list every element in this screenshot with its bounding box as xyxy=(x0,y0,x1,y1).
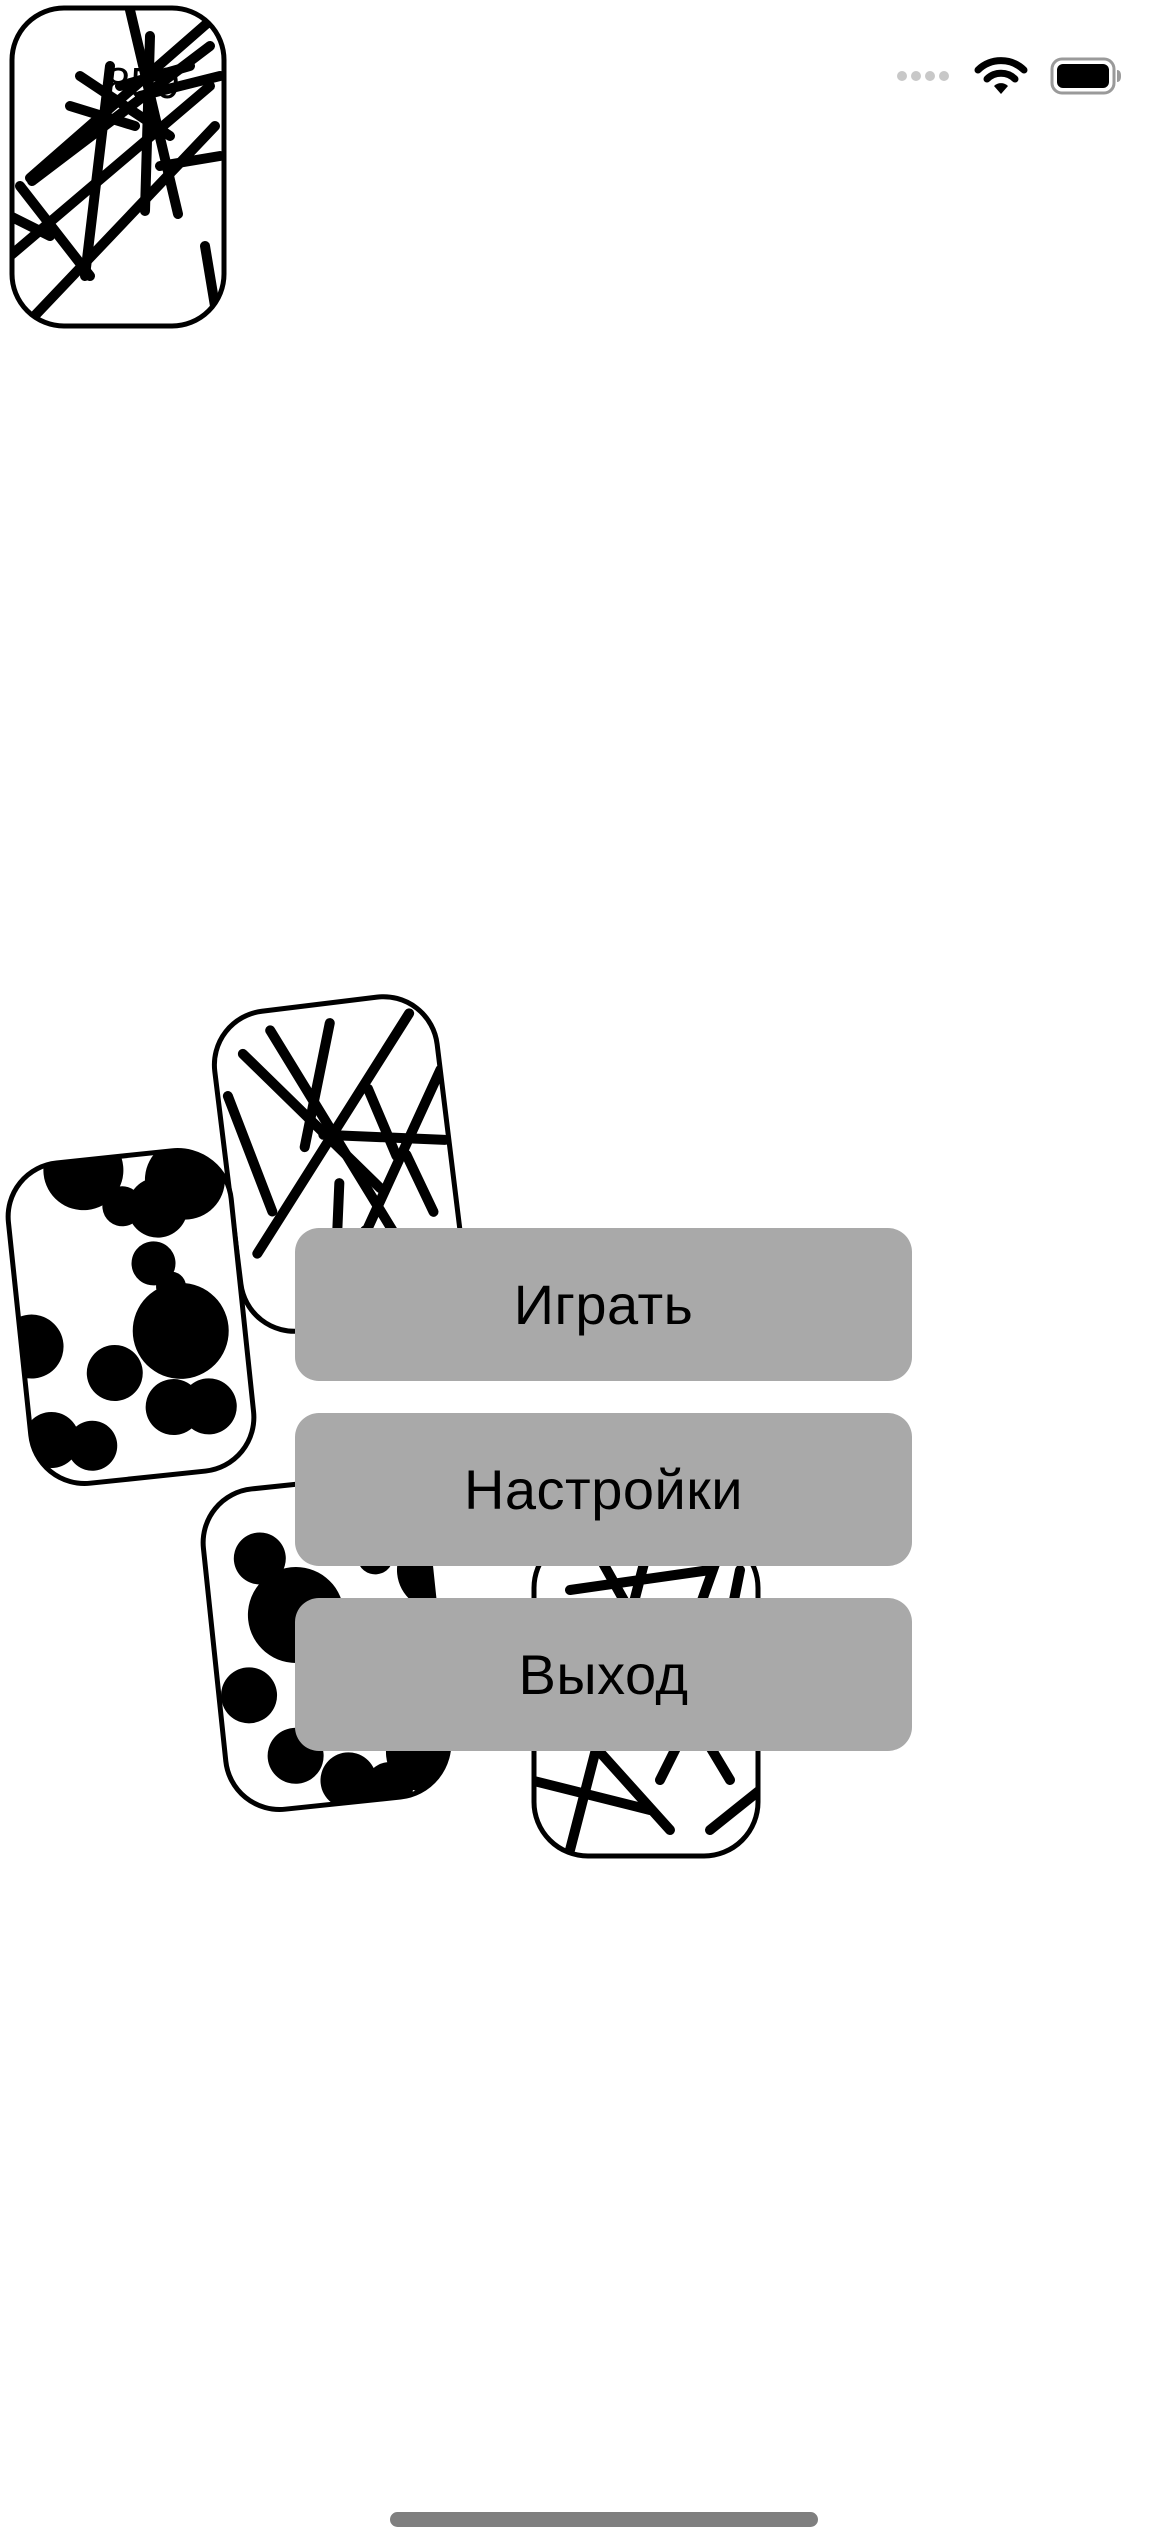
status-bar xyxy=(0,0,1170,140)
battery-icon xyxy=(1050,57,1121,95)
exit-button[interactable]: Выход xyxy=(295,1598,912,1751)
play-button[interactable]: Играть xyxy=(295,1228,912,1381)
play-button-label: Играть xyxy=(513,1273,694,1336)
deck-card[interactable]: 850 xyxy=(9,5,227,329)
home-indicator[interactable] xyxy=(390,2512,818,2527)
scribble-lines-icon xyxy=(12,8,224,326)
card-dots-1[interactable] xyxy=(0,1130,275,1510)
exit-button-label: Выход xyxy=(518,1643,689,1706)
status-icons xyxy=(896,52,1122,100)
cellular-signal-icon xyxy=(897,71,949,81)
settings-button-label: Настройки xyxy=(463,1458,744,1521)
wifi-icon xyxy=(974,57,1028,94)
settings-button[interactable]: Настройки xyxy=(295,1413,912,1566)
